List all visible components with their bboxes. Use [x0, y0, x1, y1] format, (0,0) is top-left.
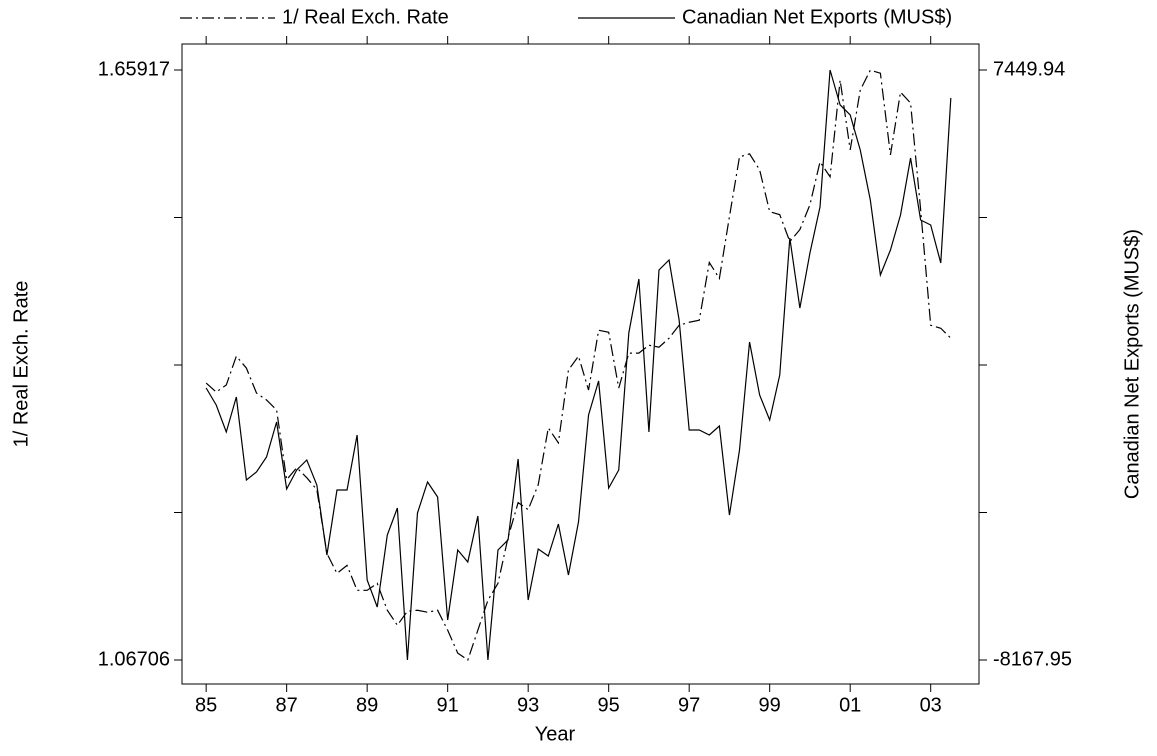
y2-tick-label: 7449.94	[993, 58, 1065, 80]
plot-frame	[181, 43, 980, 685]
legend-label: 1/ Real Exch. Rate	[282, 6, 449, 28]
series-line	[205, 69, 952, 661]
x-tick-label: 97	[678, 694, 700, 716]
x-tick-label: 89	[356, 694, 378, 716]
x-tick-label: 95	[598, 694, 620, 716]
x-tick-label: 85	[195, 694, 217, 716]
x-tick-label: 87	[276, 694, 298, 716]
x-tick-label: 03	[920, 694, 942, 716]
y-tick-label: 1.65917	[98, 58, 170, 80]
y2-axis-label: Canadian Net Exports (MUS$)	[1121, 229, 1143, 499]
legend-label: Canadian Net Exports (MUS$)	[682, 6, 952, 28]
series-line	[205, 69, 952, 662]
y-axis-label: 1/ Real Exch. Rate	[10, 281, 32, 448]
x-axis-label: Year	[535, 723, 576, 745]
y2-tick-label: -8167.95	[993, 648, 1072, 670]
x-tick-label: 93	[517, 694, 539, 716]
x-tick-label: 99	[759, 694, 781, 716]
y-tick-label: 1.06706	[98, 648, 170, 670]
x-tick-label: 01	[839, 694, 861, 716]
x-tick-label: 91	[437, 694, 459, 716]
